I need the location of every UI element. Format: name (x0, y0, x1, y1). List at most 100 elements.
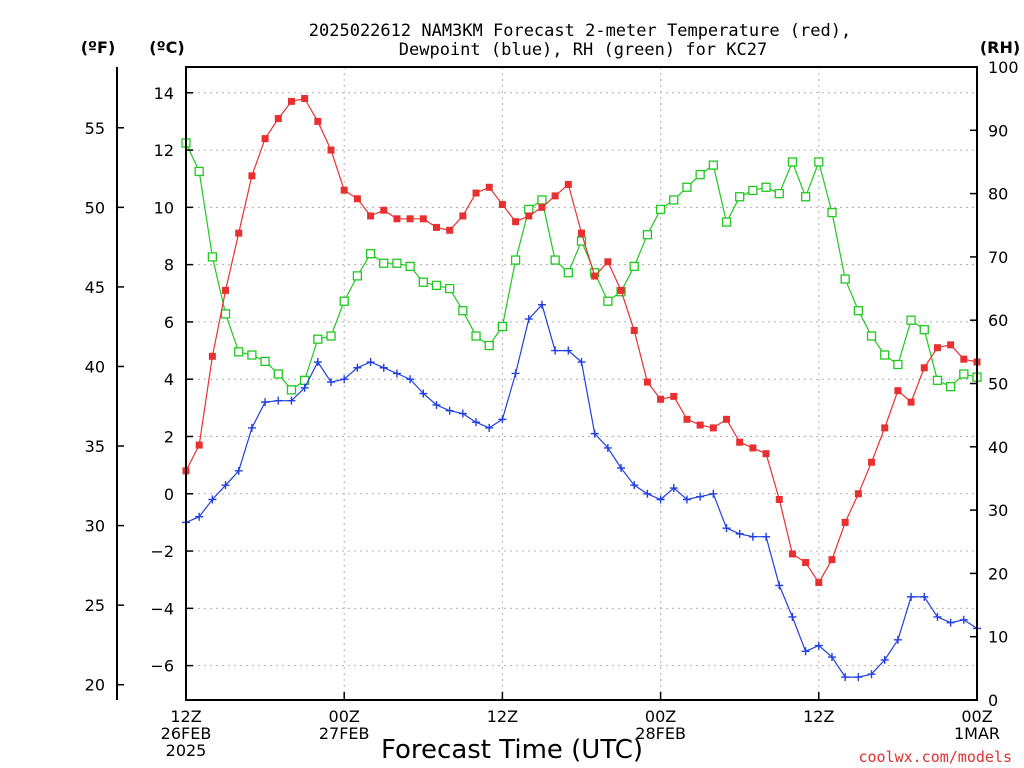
series-temperature (182, 95, 981, 587)
dewpoint-point (445, 406, 454, 415)
series-rh (181, 138, 982, 395)
dewpoint-point (392, 369, 401, 378)
temperature-point (432, 223, 440, 231)
dewpoint-point (933, 612, 942, 621)
time-tick-label: 00Z (645, 707, 676, 726)
dewpoint-point (907, 592, 916, 601)
dewpoint-point (880, 655, 889, 664)
temperature-point (459, 212, 467, 220)
celsius-tick-label: 2 (164, 427, 174, 446)
rh-point (418, 277, 428, 287)
temperature-point (274, 115, 282, 123)
rh-point (576, 236, 587, 246)
rh-point (893, 359, 903, 370)
rh-point (761, 182, 771, 192)
rh-tick-label: 0 (988, 691, 998, 710)
temperature-point (762, 450, 770, 458)
dewpoint-point (841, 673, 850, 682)
temperature-point (736, 438, 744, 446)
dewpoint-point (577, 358, 586, 367)
dewpoint-point (551, 346, 560, 355)
dewpoint-point (524, 315, 533, 324)
time-tick-label: 26FEB (161, 724, 212, 743)
fahrenheit-tick-label: 25 (85, 596, 105, 615)
temperature-point (498, 200, 506, 208)
temperature-point (195, 441, 203, 449)
celsius-tick-label: −4 (150, 599, 174, 618)
time-tick-label: 28FEB (635, 724, 686, 743)
temperature-point (248, 172, 256, 180)
dewpoint-point (867, 670, 876, 679)
dewpoint-point (498, 415, 507, 424)
fahrenheit-tick-label: 35 (85, 437, 105, 456)
dewpoint-point (261, 398, 270, 407)
temperature-point (485, 183, 493, 191)
dewpoint-point (748, 532, 757, 541)
temperature-point (696, 421, 704, 429)
temperature-point (287, 97, 295, 105)
dewpoint-point (300, 383, 309, 392)
dewpoint-point (379, 363, 388, 372)
dewpoint-point (814, 641, 823, 650)
temperature-point (301, 95, 309, 103)
celsius-units-label: (ºC) (149, 38, 184, 57)
temperature-point (393, 215, 401, 223)
dewpoint-point (274, 396, 283, 405)
dewpoint-point (682, 495, 691, 504)
rh-point (405, 261, 415, 272)
rh-point (352, 271, 363, 281)
rh-point (471, 331, 481, 341)
dewpoint-point (946, 618, 955, 627)
dewpoint-point (511, 369, 520, 378)
rh-point (880, 350, 890, 360)
temperature-point (841, 518, 849, 526)
rh-point (379, 258, 389, 268)
temperature-point (775, 496, 783, 504)
dewpoint-point (656, 495, 665, 504)
rh-point (326, 331, 336, 341)
rh-tick-label: 40 (988, 438, 1008, 457)
temperature-point (947, 341, 955, 349)
rh-point (445, 283, 455, 294)
dewpoint-point (458, 409, 467, 418)
fahrenheit-tick-label: 30 (85, 517, 105, 536)
rh-point (642, 230, 653, 240)
dewpoint-point (696, 492, 705, 501)
rh-point (840, 274, 850, 284)
rh-line (185, 142, 978, 391)
temperature-point (630, 327, 638, 335)
fahrenheit-tick-label: 55 (85, 119, 105, 138)
rh-point (906, 315, 916, 325)
celsius-tick-label: 12 (154, 141, 174, 160)
dewpoint-point (287, 396, 296, 405)
dewpoint-point (669, 484, 678, 493)
temperature-point (723, 415, 731, 423)
temperature-point (578, 229, 585, 237)
rh-point (800, 192, 811, 202)
chart-title-line1: 2025022612 NAM3KM Forecast 2-meter Tempe… (309, 21, 851, 41)
temperature-point (920, 364, 928, 372)
rh-units-label: (RH) (980, 38, 1020, 57)
temperature-point (881, 424, 889, 432)
temperature-point (235, 229, 243, 237)
dewpoint-point (432, 400, 441, 409)
dewpoint-point (920, 592, 929, 601)
rh-point (814, 157, 824, 167)
dewpoint-point (419, 389, 428, 398)
temperature-point (828, 556, 836, 564)
time-tick-label: 1MAR (954, 724, 1000, 743)
rh-point (669, 195, 679, 205)
rh-tick-label: 100 (988, 58, 1019, 77)
temperature-point (907, 398, 915, 406)
dewpoint-point (959, 615, 968, 624)
temperature-point (367, 212, 375, 220)
dewpoint-point (366, 358, 375, 367)
rh-point (603, 296, 613, 306)
rh-point (524, 204, 534, 215)
rh-point (787, 157, 798, 167)
rh-point (365, 249, 376, 259)
temperature-point (261, 135, 269, 143)
rh-point (273, 369, 283, 379)
